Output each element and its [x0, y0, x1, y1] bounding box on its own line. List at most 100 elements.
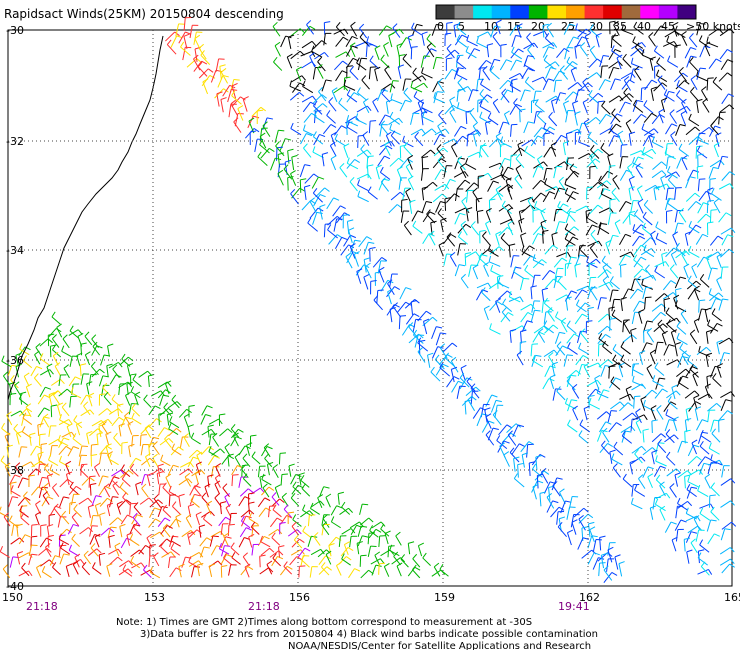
wind-barb [290, 170, 297, 186]
wind-barb [427, 352, 434, 368]
wind-barb [547, 307, 555, 322]
wind-barb [665, 171, 680, 178]
wind-barb [689, 56, 699, 72]
wind-barb [515, 164, 522, 180]
wind-barb [710, 121, 720, 136]
wind-barb [91, 368, 105, 378]
wind-barb [178, 493, 185, 507]
wind-barb [718, 72, 733, 82]
wind-barb [600, 552, 608, 569]
wind-barb [543, 311, 552, 324]
wind-barb [720, 399, 732, 411]
legend-swatch [640, 5, 660, 19]
wind-barb [193, 54, 201, 71]
wind-barb [330, 131, 337, 147]
wind-barb [597, 100, 605, 114]
wind-barb [553, 257, 568, 268]
wind-barb [651, 170, 667, 179]
wind-barb [654, 388, 668, 399]
wind-barb [681, 350, 689, 366]
wind-barb [687, 354, 698, 369]
wind-barb [688, 220, 700, 234]
wind-barb [89, 482, 97, 496]
wind-barb [685, 126, 700, 136]
wind-barb [530, 343, 538, 357]
wind-barb [688, 245, 700, 258]
wind-barb [488, 198, 496, 213]
wind-barb [141, 483, 149, 498]
wind-barb [389, 111, 400, 125]
wind-barb [610, 401, 625, 410]
wind-barb [693, 515, 701, 530]
wind-barb [428, 230, 436, 246]
wind-barb [238, 496, 251, 507]
wind-barb [109, 496, 119, 508]
wind-barb [487, 180, 500, 192]
wind-barb [179, 436, 189, 448]
wind-barb [566, 157, 574, 171]
wind-barb [437, 155, 447, 171]
wind-barb [286, 53, 293, 69]
wind-barb [631, 363, 640, 377]
wind-barb [223, 552, 233, 566]
wind-barb [598, 175, 609, 189]
wind-barb [221, 455, 235, 465]
wind-barb [554, 331, 566, 344]
wind-barb [684, 231, 692, 246]
wind-barb [162, 482, 171, 496]
wind-barb [298, 472, 305, 486]
wind-barb [588, 397, 601, 410]
wind-barb [140, 443, 149, 456]
wind-barb [481, 287, 491, 302]
wind-barb [574, 131, 582, 145]
wind-barb [487, 112, 499, 126]
wind-barb [175, 23, 185, 37]
wind-barb [86, 381, 93, 395]
wind-barb [583, 118, 590, 134]
wind-barb [611, 453, 623, 466]
wind-barb [459, 372, 470, 388]
wind-barb [652, 311, 666, 322]
wind-barb [91, 345, 103, 356]
wind-barb [677, 500, 693, 509]
wind-barb [551, 98, 558, 113]
wind-barb [654, 498, 666, 512]
wind-barb [92, 341, 101, 356]
wind-barb [505, 177, 512, 193]
wind-barb [103, 483, 111, 498]
wind-barb [346, 89, 358, 103]
wind-barb [696, 23, 706, 36]
wind-barb [699, 462, 710, 475]
wind-barb [460, 273, 469, 289]
wind-barb [313, 103, 328, 112]
wind-barb [378, 562, 386, 575]
wind-barb [708, 494, 716, 508]
wind-barb [484, 120, 492, 135]
wind-barb [501, 307, 511, 322]
wind-barb [272, 504, 282, 518]
wind-barb [144, 424, 152, 439]
wind-barb [492, 98, 500, 114]
wind-barb [310, 548, 325, 556]
wind-barb [184, 472, 192, 487]
wind-barb [718, 298, 729, 311]
wind-barb [333, 218, 343, 232]
wind-barb [609, 289, 619, 302]
wind-barb [443, 165, 453, 178]
latitude-label: -38 [6, 464, 24, 477]
wind-barb [532, 259, 547, 269]
wind-barb [242, 552, 250, 567]
wind-barb [718, 212, 732, 223]
wind-barb [15, 352, 22, 367]
wind-barb [98, 418, 113, 426]
wind-barb [609, 20, 616, 35]
wind-barb [498, 157, 511, 170]
wind-barb [304, 173, 319, 184]
wind-barb [402, 135, 414, 148]
wind-barb [25, 383, 32, 398]
wind-barb [676, 375, 689, 387]
wind-barb [576, 330, 587, 343]
wind-barb [640, 396, 647, 411]
wind-barb [690, 86, 699, 102]
wind-barb [466, 133, 475, 147]
